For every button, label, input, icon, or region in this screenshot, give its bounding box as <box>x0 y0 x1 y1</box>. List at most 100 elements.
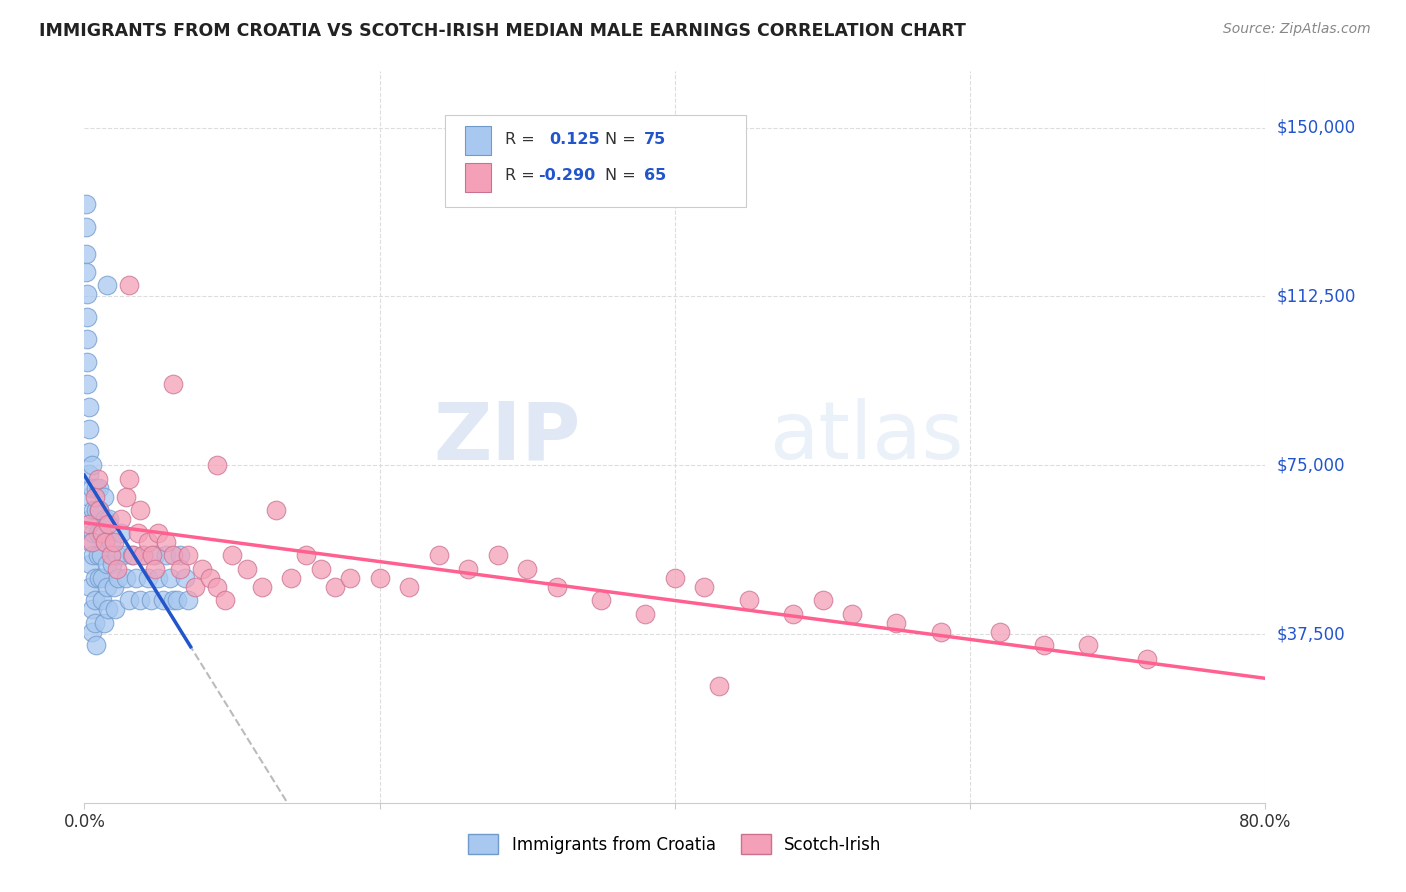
Point <box>114 490 136 504</box>
Point <box>75 219 97 234</box>
Point <box>1033 638 1056 652</box>
Point <box>100 534 122 549</box>
Point <box>207 458 229 473</box>
Point <box>207 580 229 594</box>
Point <box>457 562 479 576</box>
Point <box>91 593 114 607</box>
Point <box>77 490 100 504</box>
Point <box>811 593 834 607</box>
Point <box>87 503 111 517</box>
Point <box>79 512 101 526</box>
Point <box>83 593 105 607</box>
Point <box>93 490 115 504</box>
Point <box>111 548 134 562</box>
Point <box>118 278 141 293</box>
Point <box>266 503 288 517</box>
Point <box>82 548 104 562</box>
Point <box>221 548 243 562</box>
Point <box>77 444 100 458</box>
Point <box>84 481 107 495</box>
Point <box>87 503 111 517</box>
Point <box>96 558 118 572</box>
Text: 75: 75 <box>644 132 666 147</box>
Text: R =: R = <box>505 132 540 147</box>
Point <box>427 548 450 562</box>
Point <box>173 571 195 585</box>
Point <box>136 571 159 585</box>
Point <box>634 607 657 621</box>
Point <box>101 558 124 572</box>
Point <box>1077 638 1099 652</box>
Point <box>841 607 863 621</box>
Point <box>90 525 112 540</box>
Point <box>169 562 191 576</box>
Point <box>94 534 117 549</box>
Point <box>93 615 115 630</box>
Point <box>105 548 128 562</box>
Point <box>96 278 118 293</box>
Point <box>103 534 125 549</box>
Text: $112,500: $112,500 <box>1277 287 1355 305</box>
Point <box>169 548 191 562</box>
Point <box>162 377 184 392</box>
Point <box>91 525 114 540</box>
Point <box>77 467 100 482</box>
Point <box>709 679 731 693</box>
Point <box>80 624 103 639</box>
Text: 0.125: 0.125 <box>550 132 600 147</box>
Point <box>84 638 107 652</box>
Point <box>75 246 97 260</box>
Point <box>86 548 108 562</box>
Point <box>77 422 100 436</box>
Point <box>110 512 132 526</box>
Point <box>280 571 302 585</box>
Point <box>94 512 117 526</box>
Point <box>80 534 103 549</box>
Point <box>591 593 613 607</box>
Point <box>97 602 120 616</box>
Text: N =: N = <box>605 132 641 147</box>
Point <box>143 562 166 576</box>
Point <box>100 548 122 562</box>
Point <box>132 548 155 562</box>
Point <box>162 548 184 562</box>
Point <box>79 580 101 594</box>
Point <box>782 607 804 621</box>
Point <box>214 593 236 607</box>
Point <box>143 548 166 562</box>
Point <box>80 458 103 473</box>
Point <box>159 571 181 585</box>
Point <box>105 562 128 576</box>
Point <box>693 580 716 594</box>
Point <box>103 580 125 594</box>
Point <box>76 287 98 301</box>
Point <box>141 548 163 562</box>
Point <box>91 571 114 585</box>
Point <box>104 602 127 616</box>
Point <box>79 558 101 572</box>
Point <box>75 197 97 211</box>
Point <box>368 571 391 585</box>
Point <box>86 472 108 486</box>
Point <box>121 548 143 562</box>
Text: N =: N = <box>605 169 641 184</box>
Text: atlas: atlas <box>769 398 963 476</box>
Point <box>325 580 347 594</box>
Point <box>94 534 117 549</box>
Point <box>75 265 97 279</box>
Point <box>177 548 200 562</box>
Point <box>118 472 141 486</box>
Bar <box>464 126 491 155</box>
Text: $75,000: $75,000 <box>1277 456 1346 475</box>
Point <box>118 593 141 607</box>
Text: $37,500: $37,500 <box>1277 625 1346 643</box>
Point <box>148 525 170 540</box>
Text: -0.290: -0.290 <box>538 169 595 184</box>
Point <box>929 624 952 639</box>
Point <box>309 562 332 576</box>
Point <box>83 615 105 630</box>
Text: ZIP: ZIP <box>433 398 581 476</box>
Point <box>139 593 162 607</box>
Point <box>129 593 152 607</box>
Point <box>125 571 148 585</box>
